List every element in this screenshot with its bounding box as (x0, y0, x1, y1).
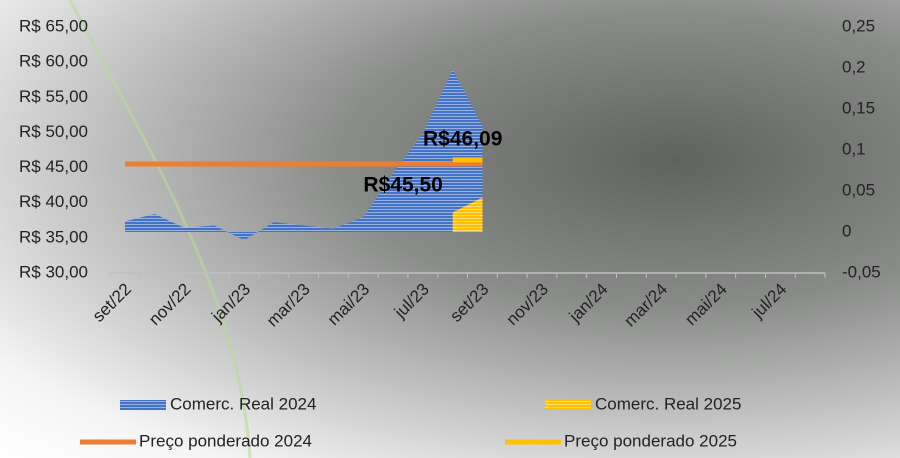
data-label: R$46,09 (423, 127, 502, 150)
legend-swatch (545, 400, 591, 410)
x-tick-label: mar/24 (620, 280, 671, 331)
y-tick-label: R$ 65,00 (19, 16, 88, 35)
y2-tick-label: 0,15 (842, 98, 875, 117)
x-tick-label: jan/23 (207, 280, 254, 327)
y-tick-label: R$ 60,00 (19, 52, 88, 71)
legend-swatch (120, 400, 166, 410)
x-tick-label: nov/22 (145, 280, 195, 330)
chart-container: R$ 30,00 R$ 35,00 R$ 40,00 R$ 45,00 R$ 50,00… (0, 0, 900, 458)
y2-tick-label: -0,05 (842, 262, 881, 281)
y2-tick-label: 0,2 (842, 57, 866, 76)
x-tick-label: jul/23 (390, 280, 433, 323)
x-tick-label: mai/24 (681, 280, 731, 330)
y2-tick-label: 0 (842, 221, 851, 240)
legend-label: Comerc. Real 2025 (595, 394, 741, 413)
y-tick-label: R$ 30,00 (19, 262, 88, 281)
y-tick-label: R$ 50,00 (19, 122, 88, 141)
legend-label: Preço ponderado 2024 (139, 431, 312, 450)
y-tick-label: R$ 35,00 (19, 227, 88, 246)
chart: R$ 30,00 R$ 35,00 R$ 40,00 R$ 45,00 R$ 50,00… (0, 0, 900, 458)
x-tick-label: set/23 (446, 280, 492, 326)
x-tick-label: mai/23 (324, 280, 374, 330)
y-tick-label: R$ 45,00 (19, 157, 88, 176)
legend-label: Comerc. Real 2024 (170, 394, 316, 413)
area (125, 70, 483, 241)
x-tick-label: set/22 (89, 280, 135, 326)
y2-tick-label: 0,1 (842, 139, 866, 158)
legend-label: Preço ponderado 2025 (564, 431, 737, 450)
x-tick-label: mar/23 (263, 280, 314, 331)
y2-tick-label: 0,25 (842, 16, 875, 35)
x-tick-label: jan/24 (565, 280, 612, 327)
x-tick-label: nov/23 (503, 280, 553, 330)
y2-tick-label: 0,05 (842, 180, 875, 199)
data-label: R$45,50 (363, 174, 442, 197)
y-tick-label: R$ 40,00 (19, 192, 88, 211)
y-tick-label: R$ 55,00 (19, 87, 88, 106)
x-tick-label: jul/24 (748, 280, 791, 323)
